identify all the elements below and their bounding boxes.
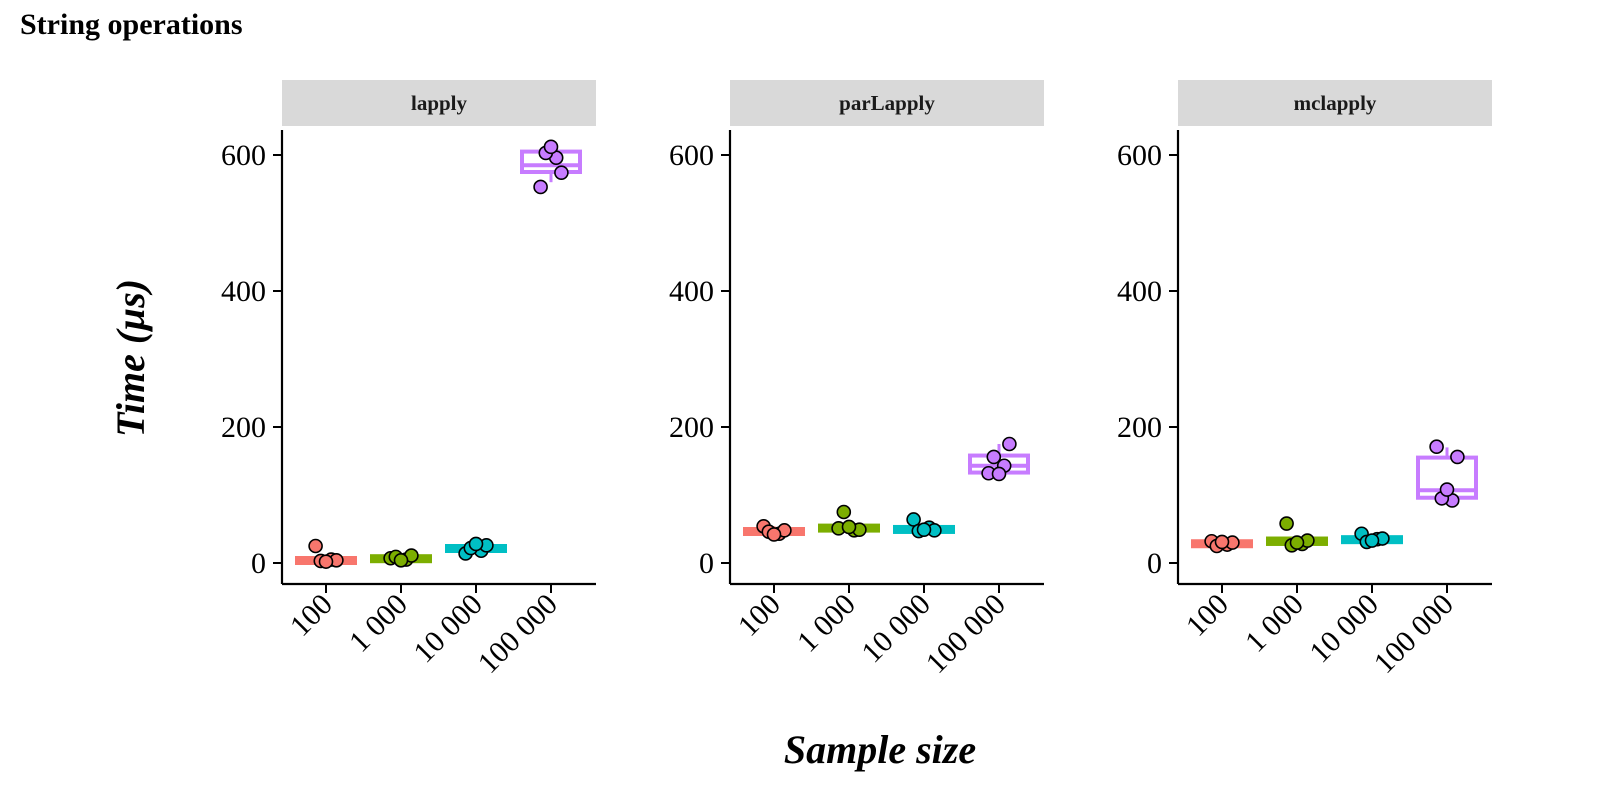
data-point (986, 449, 1002, 465)
y-tick-label: 0 (699, 547, 714, 580)
chart-title: String operations (20, 8, 243, 41)
data-point (1450, 449, 1465, 465)
data-point (1439, 482, 1455, 497)
x-tick-label: 100 000 (472, 588, 564, 680)
data-point (543, 139, 559, 155)
box-mclapply-1 (1266, 516, 1328, 553)
data-point (991, 466, 1007, 482)
data-point (308, 538, 323, 554)
y-tick-label: 0 (251, 547, 266, 580)
data-point (916, 522, 932, 537)
data-point (841, 519, 857, 535)
facet-strip (282, 80, 596, 126)
y-tick-label: 400 (669, 275, 714, 308)
x-tick-label: 100 (1180, 588, 1235, 643)
facet-strip-label: mclapply (1294, 91, 1377, 115)
data-point (1214, 534, 1230, 550)
data-point (1364, 533, 1380, 548)
facet-strip (730, 80, 1044, 126)
box-parLapply-3 (968, 436, 1030, 482)
box-parLapply-1 (818, 504, 880, 538)
data-point (1279, 516, 1294, 531)
x-axis-title: Sample size (784, 727, 976, 772)
box-parLapply-2 (893, 512, 955, 539)
box-mclapply-3 (1416, 439, 1478, 508)
x-tick-label: 100 000 (1368, 588, 1460, 680)
data-point (836, 504, 852, 520)
data-point (1289, 535, 1305, 550)
data-point (766, 527, 782, 542)
facet-strip-label: lapply (411, 91, 468, 115)
data-point (1002, 436, 1017, 452)
facet-strip (1178, 80, 1492, 126)
data-point (1429, 439, 1444, 455)
x-tick-label: 1 000 (1239, 588, 1310, 659)
x-tick-label: 1 000 (791, 588, 862, 659)
x-tick-label: 100 (284, 588, 339, 643)
box-lapply-2 (445, 536, 507, 561)
y-tick-label: 200 (221, 411, 266, 444)
data-point (554, 165, 569, 180)
y-tick-label: 600 (1117, 139, 1162, 172)
y-axis-title: Time (µs) (108, 279, 153, 437)
y-tick-label: 200 (1117, 411, 1162, 444)
box-mclapply-2 (1341, 526, 1403, 550)
y-tick-label: 600 (669, 139, 714, 172)
box-lapply-1 (370, 548, 432, 568)
box-parLapply-0 (743, 518, 805, 542)
data-point (468, 536, 484, 552)
y-tick-label: 600 (221, 139, 266, 172)
y-tick-label: 200 (669, 411, 714, 444)
data-point (533, 179, 548, 195)
x-tick-label: 1 000 (343, 588, 414, 659)
box-mclapply-0 (1191, 533, 1253, 554)
y-tick-label: 400 (1117, 275, 1162, 308)
data-point (393, 552, 409, 568)
facet-strip-label: parLapply (839, 91, 935, 115)
box-lapply-3 (520, 139, 582, 195)
y-tick-label: 0 (1147, 547, 1162, 580)
y-tick-label: 400 (221, 275, 266, 308)
x-tick-label: 100 (732, 588, 787, 643)
x-tick-label: 100 000 (920, 588, 1012, 680)
box-lapply-0 (295, 538, 357, 569)
data-point (318, 554, 334, 569)
